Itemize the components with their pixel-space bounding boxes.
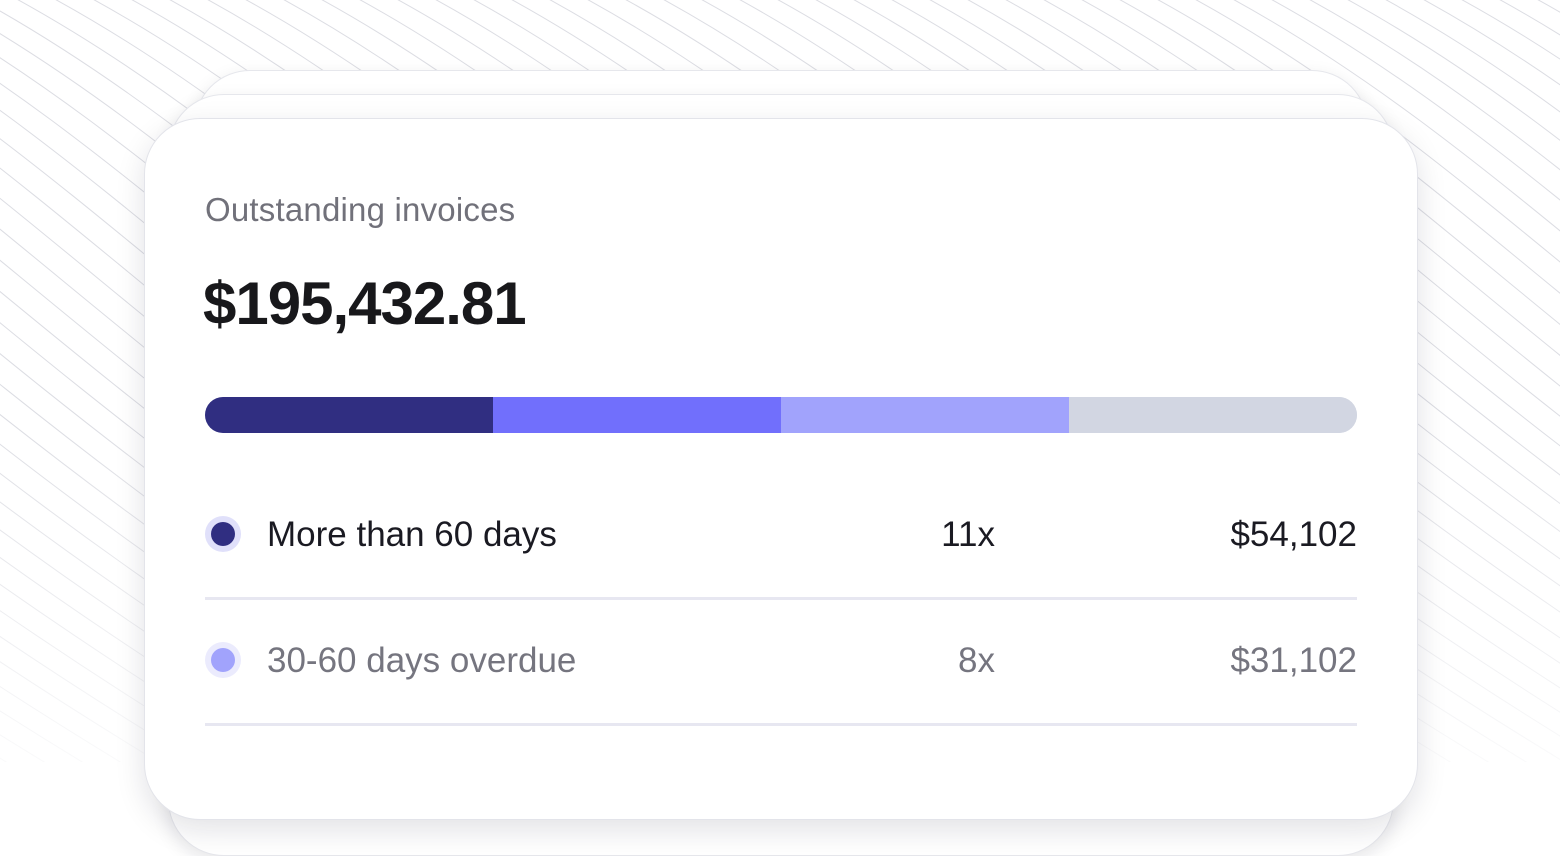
bar-segment-2 [493, 397, 781, 433]
row-label: 30-60 days overdue [267, 641, 577, 680]
bar-segment-more-than-60-days [205, 397, 493, 433]
row-amount: $54,102 [1230, 515, 1357, 554]
row-label: More than 60 days [267, 515, 557, 554]
list-item-30-60-days-overdue[interactable]: 30-60 days overdue 8x $31,102 [205, 597, 1357, 726]
total-amount: $195,432.81 [203, 270, 527, 337]
list-item-more-than-60-days[interactable]: More than 60 days 11x $54,102 [205, 471, 1357, 600]
bar-segment-30-60-days [781, 397, 1069, 433]
row-count: 8x [958, 641, 995, 680]
legend-dot-icon [205, 642, 241, 678]
outstanding-invoices-card: Outstanding invoices $195,432.81 More th… [144, 118, 1418, 820]
bar-segment-remaining [1069, 397, 1357, 433]
card-title: Outstanding invoices [205, 191, 516, 228]
legend-dot-icon [205, 516, 241, 552]
aging-progress-bar [205, 397, 1357, 433]
row-count: 11x [941, 515, 995, 554]
row-amount: $31,102 [1230, 641, 1357, 680]
